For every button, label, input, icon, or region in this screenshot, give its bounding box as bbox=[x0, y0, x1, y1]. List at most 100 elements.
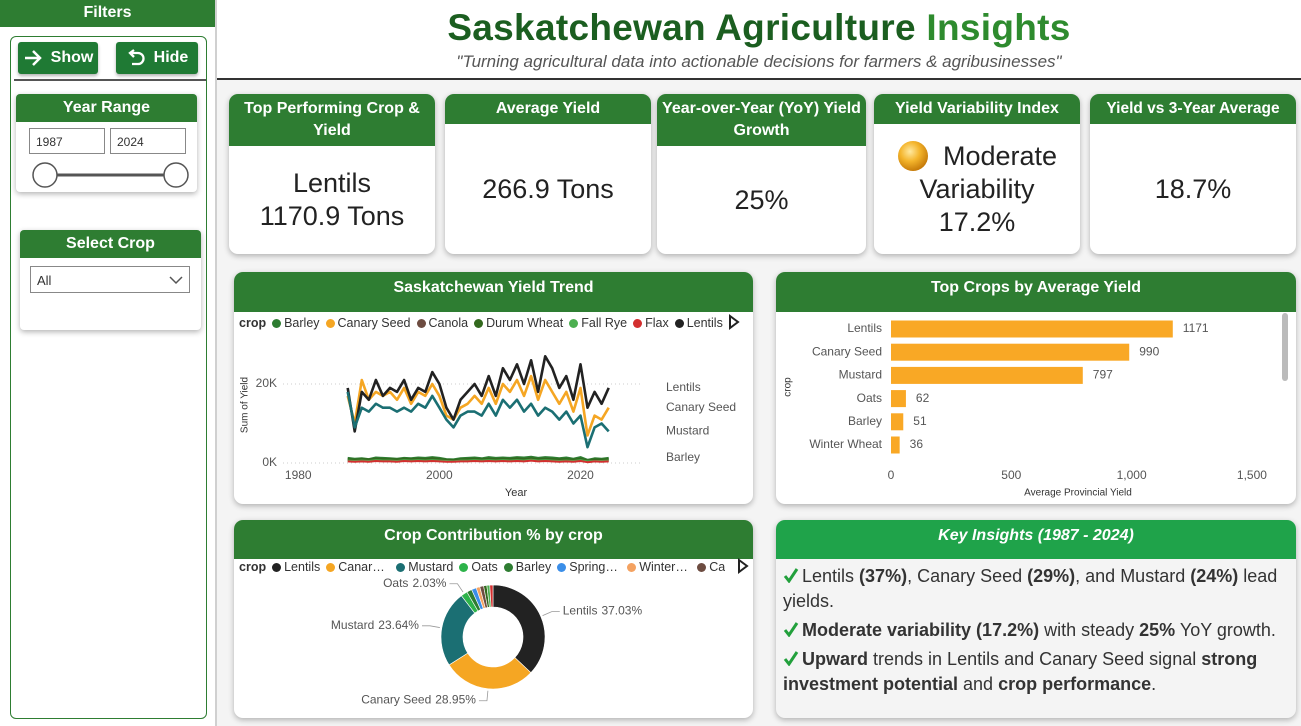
kpi-title: Yield vs 3-Year Average bbox=[1090, 94, 1296, 124]
insight-text: (29%) bbox=[1027, 566, 1076, 586]
insight-text: , and Mustard bbox=[1075, 566, 1191, 586]
chart-title: Crop Contribution % by crop bbox=[234, 520, 753, 559]
legend-label: Canary Seed bbox=[338, 560, 391, 574]
scrollbar[interactable] bbox=[1282, 313, 1288, 381]
legend-label: Canola bbox=[428, 316, 469, 330]
legend-marker bbox=[569, 318, 579, 328]
legend-item: Spring Wheat bbox=[557, 560, 621, 574]
kpi-line-row: Moderate bbox=[897, 140, 1057, 173]
kpi-title: Top Performing Crop & Yield bbox=[229, 94, 435, 146]
insight-text: 25% bbox=[1139, 620, 1176, 640]
legend-label: Spring Wheat bbox=[569, 560, 621, 574]
insight-text: . bbox=[1151, 674, 1157, 694]
legend-marker bbox=[627, 562, 637, 572]
legend-item: Barley bbox=[503, 560, 552, 574]
legend-label: Canary Seed bbox=[337, 316, 411, 330]
select-crop-title: Select Crop bbox=[20, 230, 201, 258]
kpi-title: Yield Variability Index bbox=[874, 94, 1080, 124]
crop-dropdown[interactable]: All bbox=[30, 266, 190, 293]
insight-text: strong investment potential bbox=[783, 649, 1258, 694]
kpi-card: Yield vs 3-Year Average 18.7% bbox=[1090, 94, 1296, 254]
insight: Moderate variability (17.2%) with steady… bbox=[783, 618, 1288, 643]
divider bbox=[14, 79, 206, 81]
legend-marker bbox=[633, 318, 643, 328]
insights-body: Lentils (37%), Canary Seed (29%), and Mu… bbox=[776, 559, 1296, 701]
slider-handle[interactable] bbox=[163, 162, 189, 188]
legend-label: Barley bbox=[515, 560, 552, 574]
kpi-line: Lentils bbox=[292, 168, 372, 198]
legend-item: Mustard bbox=[396, 560, 453, 574]
insight-text: lead yields. bbox=[783, 566, 1278, 611]
year-to-input[interactable]: 2024 bbox=[110, 128, 186, 154]
kpi-line: 17.2% bbox=[938, 206, 1016, 237]
legend-item: Barley bbox=[272, 316, 320, 330]
chart-title: Saskatchewan Yield Trend bbox=[234, 272, 753, 312]
insight: Upward trends in Lentils and Canary Seed… bbox=[783, 647, 1288, 697]
slider-handle[interactable] bbox=[32, 162, 58, 188]
insight-text: trends in Lentils and Canary Seed signal bbox=[868, 649, 1202, 669]
legend-item: Lentils bbox=[674, 316, 723, 330]
legend-marker bbox=[697, 562, 707, 572]
legend-label: Winter Wheat bbox=[639, 560, 691, 574]
year-range-title: Year Range bbox=[16, 94, 197, 122]
insights-title: Key Insights (1987 - 2024) bbox=[776, 520, 1296, 559]
filters-title: Filters bbox=[0, 0, 215, 27]
kpi-card: Top Performing Crop & Yield Lentils 1170.… bbox=[229, 94, 435, 254]
legend-label: Flax bbox=[645, 316, 669, 330]
kpi-line: Variability bbox=[919, 173, 1035, 204]
legend-marker bbox=[272, 318, 282, 328]
legend-label: Lentils bbox=[284, 560, 321, 574]
insight-text: (24%) bbox=[1190, 566, 1239, 586]
legend-item: Durum Wheat bbox=[474, 316, 563, 330]
kpi-line: 18.7% bbox=[1154, 173, 1232, 204]
kpi-line: 1170.9 Tons bbox=[259, 201, 405, 231]
show-button[interactable]: Show bbox=[18, 42, 98, 74]
arrow-icon bbox=[24, 50, 42, 66]
legend-marker bbox=[557, 562, 567, 572]
insight-text: Upward bbox=[802, 649, 869, 669]
legend-label: Mustard bbox=[408, 560, 454, 574]
kpi-value: Lentils 1170.9 Tons bbox=[229, 146, 435, 254]
legend-item: Flax bbox=[633, 316, 669, 330]
page-subtitle: "Turning agricultural data into actionab… bbox=[456, 52, 1062, 71]
kpi-value: 18.7% bbox=[1090, 124, 1296, 254]
insight-text: (37%) bbox=[859, 566, 908, 586]
legend-item: Oats bbox=[459, 560, 498, 574]
year-slider[interactable] bbox=[16, 160, 197, 190]
chart-title: Top Crops by Average Yield bbox=[776, 272, 1296, 312]
legend-label: Oats bbox=[471, 560, 498, 574]
legend-label: Fall Rye bbox=[581, 316, 628, 330]
legend-marker bbox=[459, 562, 469, 572]
insight-text: YoY growth. bbox=[1175, 620, 1276, 640]
legend-label: Canola bbox=[709, 560, 725, 574]
legend: crop Barley Canary Seed Canola Durum Wheat Fa… bbox=[239, 314, 724, 332]
legend-item: Fall Rye bbox=[569, 316, 627, 330]
show-label: Show bbox=[50, 49, 94, 66]
legend-marker bbox=[396, 562, 406, 572]
hide-button[interactable]: Hide bbox=[116, 42, 198, 74]
legend-marker bbox=[326, 562, 336, 572]
legend-marker bbox=[416, 318, 426, 328]
kpi-value: 25% bbox=[657, 146, 866, 254]
kpi-value: 266.9 Tons bbox=[445, 124, 651, 254]
legend-title: crop bbox=[239, 316, 267, 330]
filter-frame bbox=[10, 36, 207, 719]
check-icon bbox=[783, 622, 799, 638]
page-title: Saskatchewan Agriculture Insights bbox=[217, 7, 1301, 49]
year-from-input[interactable]: 1987 bbox=[29, 128, 105, 154]
legend-marker bbox=[325, 318, 335, 328]
insight-text: , Canary Seed bbox=[907, 566, 1028, 586]
kpi-line: 25% bbox=[734, 184, 789, 215]
legend-marker bbox=[474, 318, 484, 328]
bar-card: Top Crops by Average Yield bbox=[776, 272, 1296, 504]
check-icon bbox=[783, 651, 799, 667]
filter-pane: Filters Show Hide Year Range 1987 2024 S… bbox=[0, 0, 217, 726]
header: Saskatchewan Agriculture Insights "Turni… bbox=[217, 0, 1301, 80]
legend-item: Canary Seed bbox=[326, 560, 390, 574]
chevron-icon bbox=[169, 276, 183, 285]
legend-marker bbox=[674, 318, 684, 328]
legend-label: Durum Wheat bbox=[486, 316, 564, 330]
insight: Lentils (37%), Canary Seed (29%), and Mu… bbox=[783, 564, 1288, 614]
insight-text: with steady bbox=[1039, 620, 1140, 640]
